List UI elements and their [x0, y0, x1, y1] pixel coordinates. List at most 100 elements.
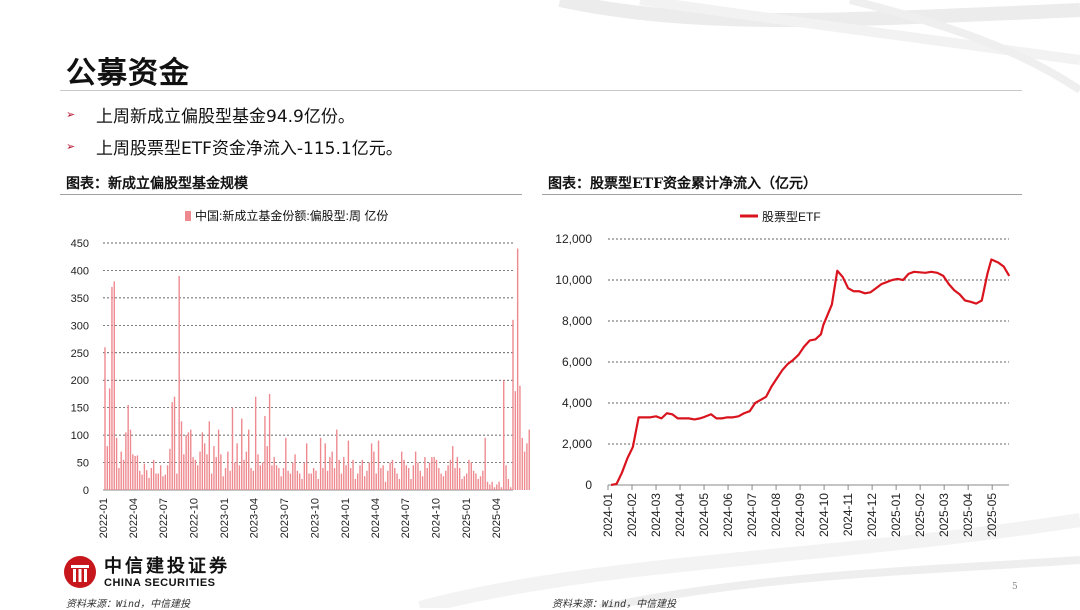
bar: [241, 418, 243, 490]
legend-label: 中国:新成立基金份额:偏股型:周 亿份: [195, 208, 388, 223]
x-tick-label: 2025-01: [461, 498, 473, 538]
bar: [187, 432, 190, 490]
x-tick-label: 2024-06: [721, 493, 735, 537]
bar: [315, 470, 317, 490]
bar: [159, 465, 162, 490]
bullet-arrow-icon: ➢: [66, 139, 76, 153]
bar: [435, 459, 438, 490]
bar: [164, 474, 166, 490]
bar: [345, 465, 347, 490]
bar: [440, 473, 442, 490]
bar: [252, 470, 255, 490]
bar: [220, 454, 222, 490]
x-tick-label: 2022-04: [128, 498, 140, 538]
bar: [222, 476, 224, 490]
y-tick-label: 400: [71, 265, 89, 277]
bar: [377, 440, 380, 490]
bar: [208, 421, 211, 490]
bar: [180, 421, 183, 490]
bar: [477, 479, 479, 490]
bar: [173, 396, 176, 490]
bar: [227, 451, 229, 490]
bar: [143, 463, 146, 490]
x-tick-label: 2022-10: [188, 498, 200, 538]
bar: [482, 470, 484, 490]
bar: [132, 454, 134, 490]
bar: [523, 451, 526, 490]
x-tick-label: 2023-10: [309, 498, 321, 538]
x-tick-label: 2024-10: [431, 498, 443, 538]
bullet-text: 上周股票型ETF资金净流入-115.1亿元。: [96, 138, 403, 159]
y-tick-label: 0: [83, 485, 89, 497]
bar: [396, 473, 398, 490]
bar: [312, 468, 315, 490]
x-tick-label: 2022-07: [158, 498, 170, 538]
bar: [512, 319, 514, 490]
left-chart-divider: [60, 194, 522, 195]
bar: [273, 457, 275, 490]
logo-english-name: CHINA SECURITIES: [104, 577, 216, 589]
bullet-arrow-icon: ➢: [66, 107, 76, 121]
bar: [248, 429, 250, 490]
bar: [484, 437, 486, 490]
bar: [356, 473, 359, 490]
bar: [310, 473, 313, 490]
bar: [354, 479, 357, 490]
bar: [292, 462, 294, 490]
bar: [382, 465, 384, 490]
bar: [447, 465, 449, 490]
bar: [458, 468, 461, 490]
x-tick-label: 2023-04: [249, 498, 261, 538]
bar: [185, 435, 187, 490]
bar: [514, 391, 517, 490]
bar: [294, 454, 296, 490]
bar: [516, 248, 519, 490]
logo-emblem-icon: [64, 556, 96, 588]
bar: [419, 470, 421, 490]
bar: [463, 476, 466, 490]
page-number: 5: [1012, 582, 1018, 592]
logo-chinese-name: 中信建投证券: [104, 556, 230, 577]
x-tick-label: 2023-01: [219, 498, 231, 538]
bar: [261, 462, 264, 490]
bar: [475, 473, 477, 490]
bar: [150, 468, 153, 490]
bar: [197, 465, 199, 490]
bar: [178, 275, 180, 490]
bar: [134, 455, 136, 490]
bar: [456, 457, 459, 490]
bar: [454, 468, 456, 490]
y-tick-label: 300: [71, 320, 89, 332]
x-tick-label: 2024-04: [370, 498, 382, 538]
y-tick-label: 450: [71, 238, 89, 250]
series-line: [610, 258, 1011, 487]
right-chart-source: 资料来源：Wind，中信建投: [552, 599, 677, 610]
x-tick-label: 2024-07: [745, 493, 759, 537]
bar: [407, 468, 410, 490]
bar: [238, 465, 241, 490]
bar: [398, 479, 401, 490]
etf-inflow-line-chart: 0 2,000 4,000 6,000 8,000 10,000 12,000 2024-01…: [555, 210, 1011, 537]
bar: [224, 468, 227, 490]
bar: [215, 457, 217, 490]
bar: [141, 474, 143, 490]
bar: [127, 404, 129, 490]
bar: [287, 470, 289, 490]
bar: [183, 454, 185, 490]
bar: [347, 440, 350, 490]
x-tick-label: 2025-05: [985, 493, 999, 537]
y-tick-label: 10,000: [555, 273, 592, 287]
x-tick-label: 2024-08: [769, 493, 783, 537]
bar: [431, 457, 433, 490]
bar: [491, 481, 493, 490]
bar: [146, 470, 148, 490]
bar: [412, 465, 415, 490]
page-title: 公募资金: [66, 56, 190, 91]
y-tick-label: 8,000: [562, 314, 592, 328]
x-tick-label: 2025-04: [491, 498, 503, 538]
bar: [401, 451, 403, 490]
bar: [503, 380, 505, 490]
y-tick-label: 250: [71, 348, 89, 360]
x-tick-label: 2025-03: [937, 493, 951, 537]
bar: [115, 437, 118, 490]
